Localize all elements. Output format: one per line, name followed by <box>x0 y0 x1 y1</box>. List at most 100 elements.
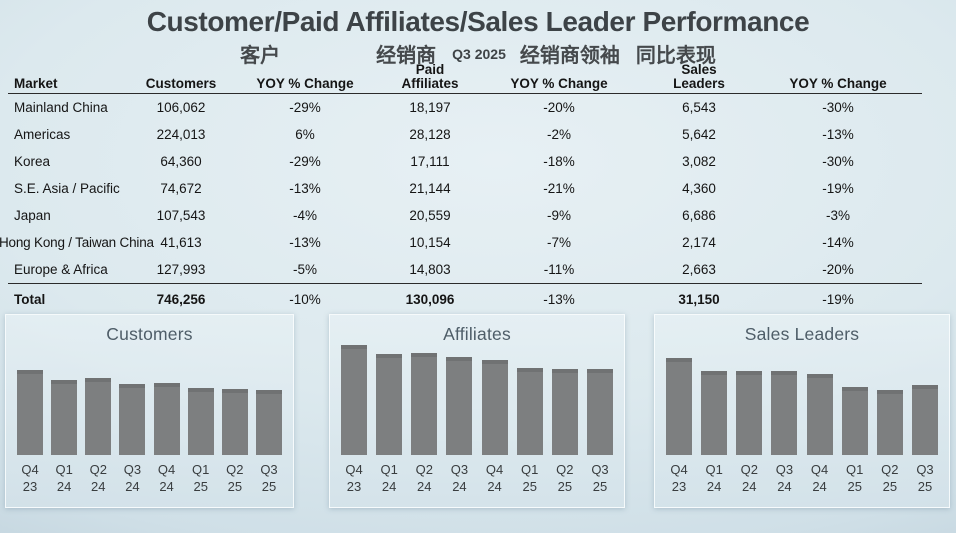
leaders-yoy-cell: -30% <box>822 100 854 115</box>
bar-label-text: 23 <box>671 479 687 494</box>
chart-bar-group: Q4 24 <box>481 360 509 501</box>
bar-label: Q1 24 <box>705 461 722 501</box>
bar <box>876 390 903 455</box>
customers-cell: 224,013 <box>156 127 206 142</box>
bar <box>51 380 78 455</box>
leaders-cell: 6,543 <box>682 100 716 115</box>
bar-label-text: 24 <box>56 479 72 494</box>
header-sales-leaders: Sales Leaders <box>673 62 725 91</box>
bar-label: Q4 24 <box>811 461 828 501</box>
affiliates-yoy-cell: -13% <box>543 291 575 307</box>
bar-label-text: 24 <box>706 479 722 494</box>
bar-label: Q3 25 <box>260 461 277 501</box>
leaders-cell: 2,174 <box>682 235 716 250</box>
header-affiliates-yoy: YOY % Change <box>510 76 608 91</box>
bar <box>187 388 214 455</box>
bar-label-text: Q4 <box>345 462 363 477</box>
table-row: Mainland China 106,062 -29% 18,197 -20% … <box>8 94 922 121</box>
bar-label-text: 25 <box>882 479 898 494</box>
bar-label: Q4 24 <box>486 461 503 501</box>
market-cell: Japan <box>14 208 51 223</box>
bar-label-text: Q4 <box>670 462 688 477</box>
bar-label-text: Q4 <box>485 462 504 477</box>
chart-bar-group: Q1 24 <box>50 380 78 501</box>
leaders-cell: 6,686 <box>682 208 716 223</box>
customers-cell: 106,062 <box>156 100 206 115</box>
chart-bar-group: Q1 24 <box>375 354 403 501</box>
leaders-yoy-cell: -13% <box>822 127 854 142</box>
chart-bar-group: Q4 23 <box>665 358 693 501</box>
market-cell: Total <box>14 291 46 307</box>
customers-chart-panel: Customers Q4 23 Q1 24 Q2 24 Q3 24 Q4 24 Q1 25 Q2 25 Q3… <box>5 314 294 508</box>
customers-bars: Q4 23 Q1 24 Q2 24 Q3 24 Q4 24 Q1 25 Q2 25 Q3 25 <box>16 370 283 501</box>
bar <box>17 370 43 455</box>
customers-cell: 107,543 <box>156 208 206 223</box>
subtitle-yoy-cn: 同比表现 <box>635 45 716 67</box>
bar-label-text: 24 <box>381 479 397 494</box>
chart-bar-group: Q1 25 <box>516 368 544 501</box>
bar-label-text: 25 <box>592 479 608 494</box>
bar-label: Q1 24 <box>380 461 397 501</box>
chart-bar-group: Q4 23 <box>16 370 44 501</box>
bar-label-text: 24 <box>452 479 467 494</box>
bar <box>806 374 833 455</box>
bar-label-text: 25 <box>227 479 243 494</box>
header-market: Market <box>14 76 58 91</box>
bar-label-text: 24 <box>812 479 827 494</box>
header-paid-affiliates: Paid Affiliates <box>401 62 459 91</box>
leaders-cell: 5,642 <box>682 127 716 142</box>
affiliates-chart-panel: Affiliates Q4 23 Q1 24 Q2 24 Q3 24 Q4 24 Q1 25 Q2 25 Q… <box>329 314 625 508</box>
bar-label-text: Q2 <box>556 462 574 477</box>
bar <box>736 371 763 455</box>
customers-cell: 746,256 <box>156 291 206 307</box>
bar-label: Q1 25 <box>846 461 863 501</box>
customers-cell: 74,672 <box>160 181 202 196</box>
table-total-row: Total 746,256 -10% 130,096 -13% 31,150 -… <box>8 283 922 314</box>
table-row: S.E. Asia / Pacific 74,672 -13% 21,144 -… <box>8 175 922 202</box>
bar-label-text: 25 <box>522 479 537 494</box>
bar <box>255 390 282 455</box>
bar-label-text: Q4 <box>810 462 829 477</box>
customers-yoy-cell: -29% <box>289 154 321 169</box>
chart-bar-group: Q3 25 <box>255 390 283 501</box>
bar-label-text: 25 <box>261 479 277 494</box>
bar <box>376 354 403 455</box>
leaders-cell: 2,663 <box>682 262 716 277</box>
header-customers: Customers <box>145 76 217 91</box>
bar-label-text: Q1 <box>380 462 398 477</box>
affiliates-cell: 21,144 <box>409 181 451 196</box>
chart-bar-group: Q2 25 <box>876 390 904 501</box>
chart-bar-group: Q1 25 <box>841 387 869 501</box>
chart-bar-group: Q3 25 <box>586 369 614 501</box>
bar-label: Q2 25 <box>881 461 898 501</box>
customers-yoy-cell: -10% <box>289 291 321 307</box>
bar-label: Q2 25 <box>556 461 573 501</box>
bar-label-text: Q2 <box>740 462 758 477</box>
bar-label: Q2 24 <box>416 461 433 501</box>
customers-yoy-cell: -5% <box>292 262 317 277</box>
leaders-cell: 3,082 <box>682 154 716 169</box>
market-cell: Mainland China <box>14 100 108 115</box>
chart-bar-group: Q1 25 <box>187 388 215 501</box>
leaders-cell: 31,150 <box>678 291 720 307</box>
chart-bar-group: Q1 24 <box>700 371 728 501</box>
affiliates-yoy-cell: -9% <box>546 208 571 223</box>
customers-yoy-cell: -4% <box>292 208 317 223</box>
affiliates-yoy-cell: -18% <box>543 154 575 169</box>
affiliates-cell: 14,803 <box>409 262 451 277</box>
bar-label-text: 23 <box>346 479 362 494</box>
bar-label-text: Q2 <box>881 462 899 477</box>
leaders-yoy-cell: -19% <box>822 291 854 307</box>
market-cell: S.E. Asia / Pacific <box>14 181 120 196</box>
affiliates-cell: 10,154 <box>409 235 451 250</box>
bar-label-text: 24 <box>487 479 502 494</box>
affiliates-yoy-cell: -21% <box>543 181 575 196</box>
performance-table: Market Customers YOY % Change Paid Affili… <box>0 61 922 314</box>
bar-label-text: Q3 <box>260 462 278 477</box>
chart-bar-group: Q4 24 <box>806 374 834 501</box>
customers-cell: 41,613 <box>160 235 202 250</box>
bar <box>841 387 868 455</box>
table-row: Korea 64,360 -29% 17,111 -18% 3,082 -30% <box>8 148 922 175</box>
sales-leaders-chart-panel: Sales Leaders Q4 23 Q1 24 Q2 24 Q3 24 Q4 24 Q1 25 Q2… <box>654 314 950 508</box>
sales-leaders-bars: Q4 23 Q1 24 Q2 24 Q3 24 Q4 24 Q1 25 Q2 25 Q3 25 <box>665 358 939 501</box>
